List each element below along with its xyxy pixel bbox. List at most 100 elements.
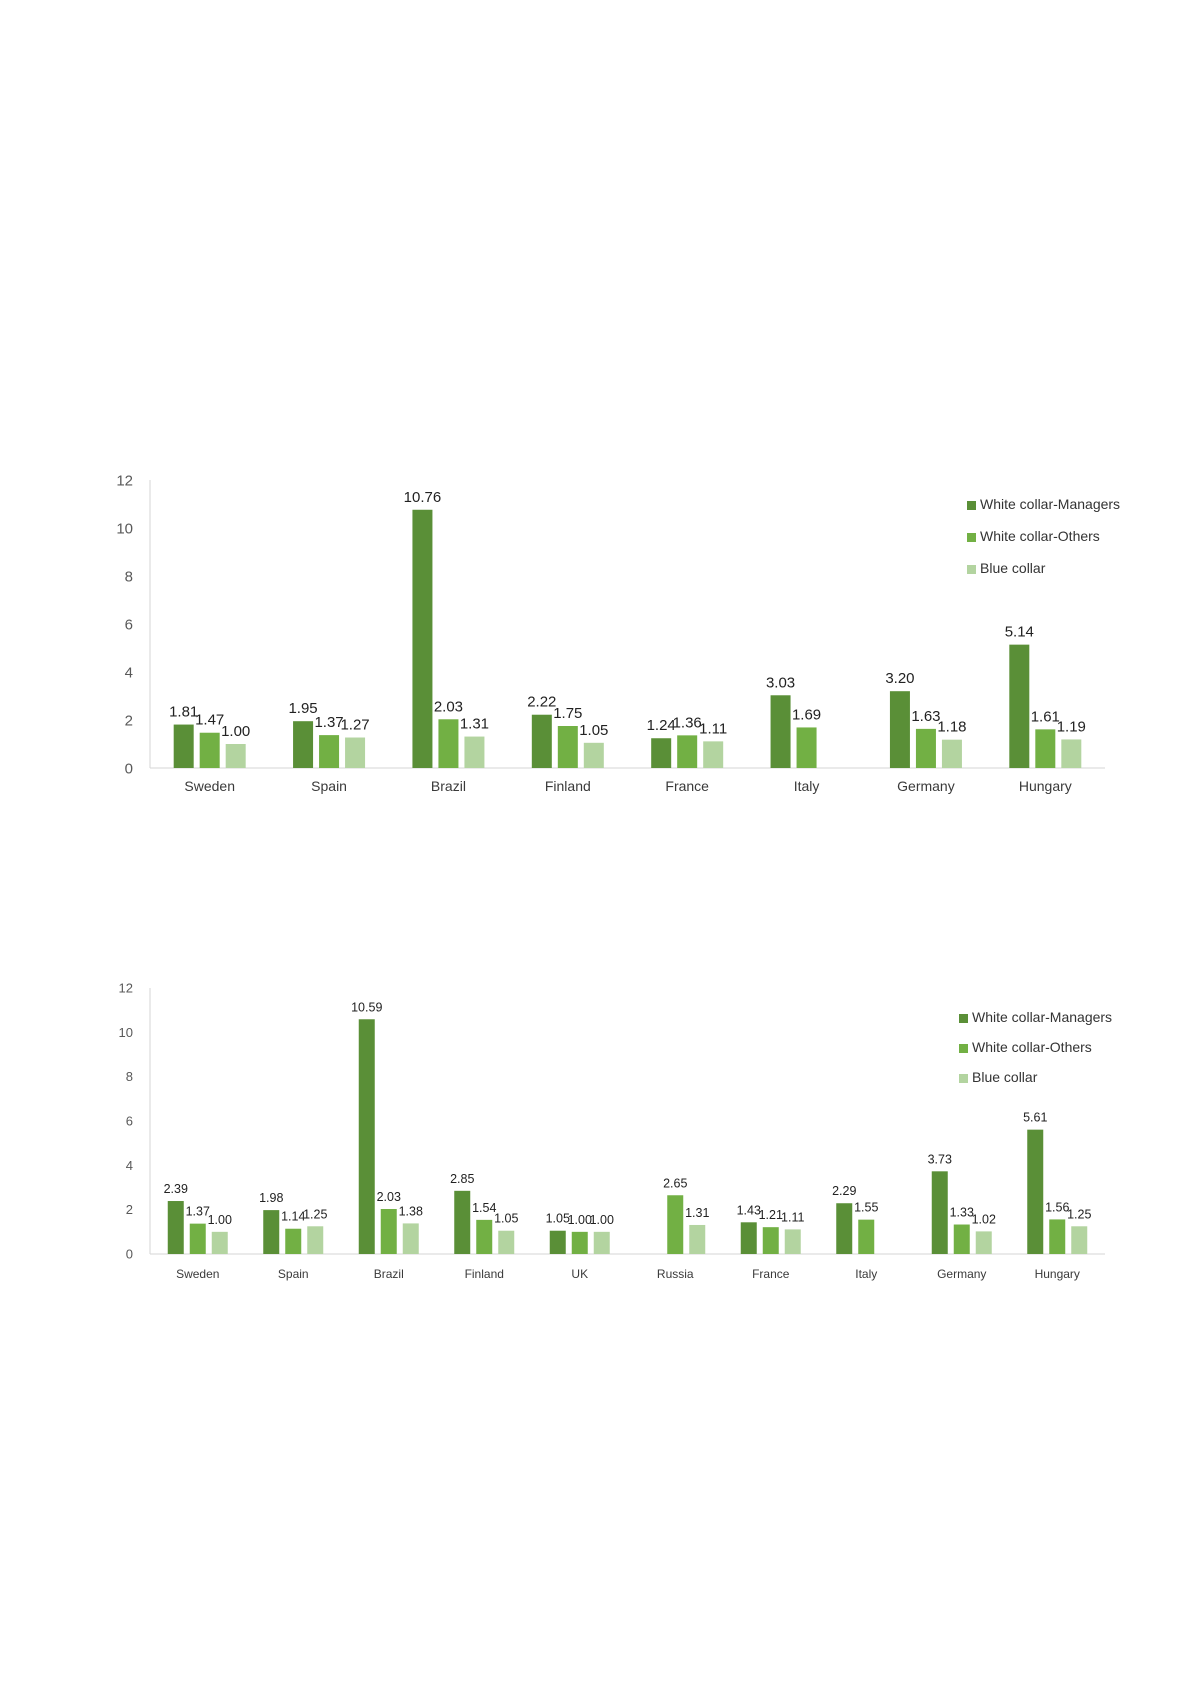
chart-1-category-label: France [665,778,709,794]
chart-1-legend-swatch [967,501,976,510]
chart-2-data-label: 1.05 [546,1212,570,1226]
chart-2-y-tick-label: 0 [126,1247,133,1262]
chart-1-y-tick-label: 8 [125,568,133,585]
chart-2-category-label: Germany [937,1267,986,1281]
chart-2-category-label: UK [571,1267,588,1281]
chart-2-data-label: 1.54 [472,1201,496,1215]
chart-1-data-label: 5.14 [1005,624,1034,641]
chart-1-data-label: 10.76 [404,489,442,506]
chart-2-bar-white-collar-others [571,1231,588,1254]
chart-1-bar-white-collar-managers [173,724,194,768]
chart-1-bar-blue-collar [225,744,246,768]
chart-2-bar-white-collar-managers [1027,1129,1044,1254]
chart-1-bar-white-collar-managers [651,738,672,768]
chart-2-bar-white-collar-managers [836,1203,853,1254]
chart-2-data-label: 2.65 [663,1176,687,1190]
chart-1-bar-white-collar-others [1035,729,1056,768]
chart-1-data-label: 1.69 [792,706,821,723]
chart-2-bar-white-collar-others [476,1219,493,1254]
chart-1-bar-white-collar-managers [293,721,314,768]
chart-2-bar-blue-collar [689,1224,706,1254]
chart-1-bar-white-collar-others [557,726,578,768]
chart-2-legend-label: White collar-Others [972,1039,1092,1055]
chart-1-bar-white-collar-others [796,727,817,768]
chart-1-legend-label: White collar-Others [980,528,1100,544]
chart-1-category-label: Hungary [1019,778,1072,794]
chart-2-bar-blue-collar [784,1229,801,1254]
chart-1-bar-white-collar-others [915,728,936,768]
chart-2-bar-blue-collar [593,1231,610,1254]
chart-1-data-label: 1.27 [340,717,369,734]
chart-1-data-label: 1.19 [1057,718,1086,735]
chart-2-data-label: 1.00 [568,1213,592,1227]
chart-1-data-label: 1.81 [169,704,198,721]
chart-1-data-label: 1.61 [1031,708,1060,725]
chart-2-bar-white-collar-others [667,1195,684,1254]
chart-1-data-label: 1.11 [699,720,727,737]
chart-2-category-label: Russia [657,1267,694,1281]
chart-2-bar-white-collar-others [285,1228,302,1254]
chart-1-category-label: Sweden [184,778,235,794]
chart-1-data-label: 2.03 [434,698,463,715]
chart-1-bar-white-collar-managers [1009,644,1030,768]
chart-1-data-label: 1.24 [647,717,676,734]
chart-1-bar-white-collar-managers [412,509,433,768]
chart-2-bar-white-collar-managers [549,1230,566,1254]
chart-2-data-label: 1.21 [759,1208,783,1222]
chart-1-y-tick-label: 6 [125,616,133,633]
chart-2-bar-blue-collar [975,1231,992,1254]
chart-2-data-label: 1.37 [186,1205,210,1219]
chart-1-y-tick-label: 4 [125,664,133,681]
chart-2-data-label: 1.98 [259,1191,283,1205]
chart-2-category-label: Spain [278,1267,309,1281]
chart-2-data-label: 2.39 [164,1182,188,1196]
chart-1-bar-blue-collar [703,741,724,768]
chart-2-data-label: 1.14 [281,1210,305,1224]
chart-2-data-label: 3.73 [928,1152,952,1166]
chart-1-legend-swatch [967,565,976,574]
chart-1-y-tick-label: 0 [125,760,133,777]
chart-2-svg: 0246810122.391.371.00Sweden1.981.141.25S… [119,981,1113,1281]
chart-2: 0 2 4 6 8 10 12 2.39 1.37 1.00 Sweden 1.98 1.14 1.25 S… [0,965,1196,1290]
chart-1-data-label: 2.22 [527,694,556,711]
chart-1-data-label: 1.37 [314,714,343,731]
chart-2-legend-swatch [959,1014,968,1023]
chart-1-bar-white-collar-others [677,735,698,768]
chart-2-y-tick-label: 2 [126,1202,133,1217]
chart-1-category-label: Italy [794,778,820,794]
chart-1-y-tick-label: 10 [116,520,133,537]
chart-2-category-label: Brazil [374,1267,404,1281]
chart-2-bar-white-collar-managers [358,1019,375,1254]
chart-1-data-label: 1.47 [195,712,224,729]
chart-2-legend-swatch [959,1074,968,1083]
chart-2-y-tick-label: 12 [119,981,133,996]
chart-2-category-label: Italy [855,1267,877,1281]
chart-2-data-label: 1.25 [1067,1207,1091,1221]
chart-2-data-label: 1.05 [494,1212,518,1226]
chart-2-data-label: 2.03 [377,1190,401,1204]
chart-2-bar-white-collar-others [380,1209,397,1254]
chart-1-legend-swatch [967,533,976,542]
chart-1-legend-label: Blue collar [980,560,1046,576]
chart-2-y-tick-label: 8 [126,1069,133,1084]
chart-2-data-label: 1.00 [590,1213,614,1227]
chart-1-bar-white-collar-others [438,719,459,768]
chart-2-bar-white-collar-others [762,1227,779,1254]
chart-1-svg: 0 2 4 6 8 10 12 1.811.471.00 Sweden 1.951.371.27 S… [116,472,1120,794]
chart-2-bar-white-collar-managers [740,1222,757,1254]
chart-2-bar-white-collar-others [1049,1219,1066,1254]
chart-1: 0 2 4 6 8 10 12 1.81 1.47 1.00 Sweden 1.95 1.37 1.27 S… [0,455,1196,800]
chart-1-data-label: 1.36 [673,714,702,731]
chart-2-bar-blue-collar [498,1230,515,1254]
chart-2-legend-label: Blue collar [972,1069,1038,1085]
chart-1-bar-blue-collar [941,739,962,768]
chart-2-legend-label: White collar-Managers [972,1009,1112,1025]
chart-2-data-label: 1.43 [737,1203,761,1217]
chart-1-y-tick-label: 2 [125,712,133,729]
chart-1-bar-blue-collar [583,742,604,768]
chart-2-data-label: 1.38 [399,1204,423,1218]
chart-2-bar-white-collar-managers [931,1171,948,1254]
chart-2-bar-blue-collar [1071,1226,1088,1254]
chart-2-bar-blue-collar [211,1231,228,1254]
chart-1-legend-label: White collar-Managers [980,496,1120,512]
